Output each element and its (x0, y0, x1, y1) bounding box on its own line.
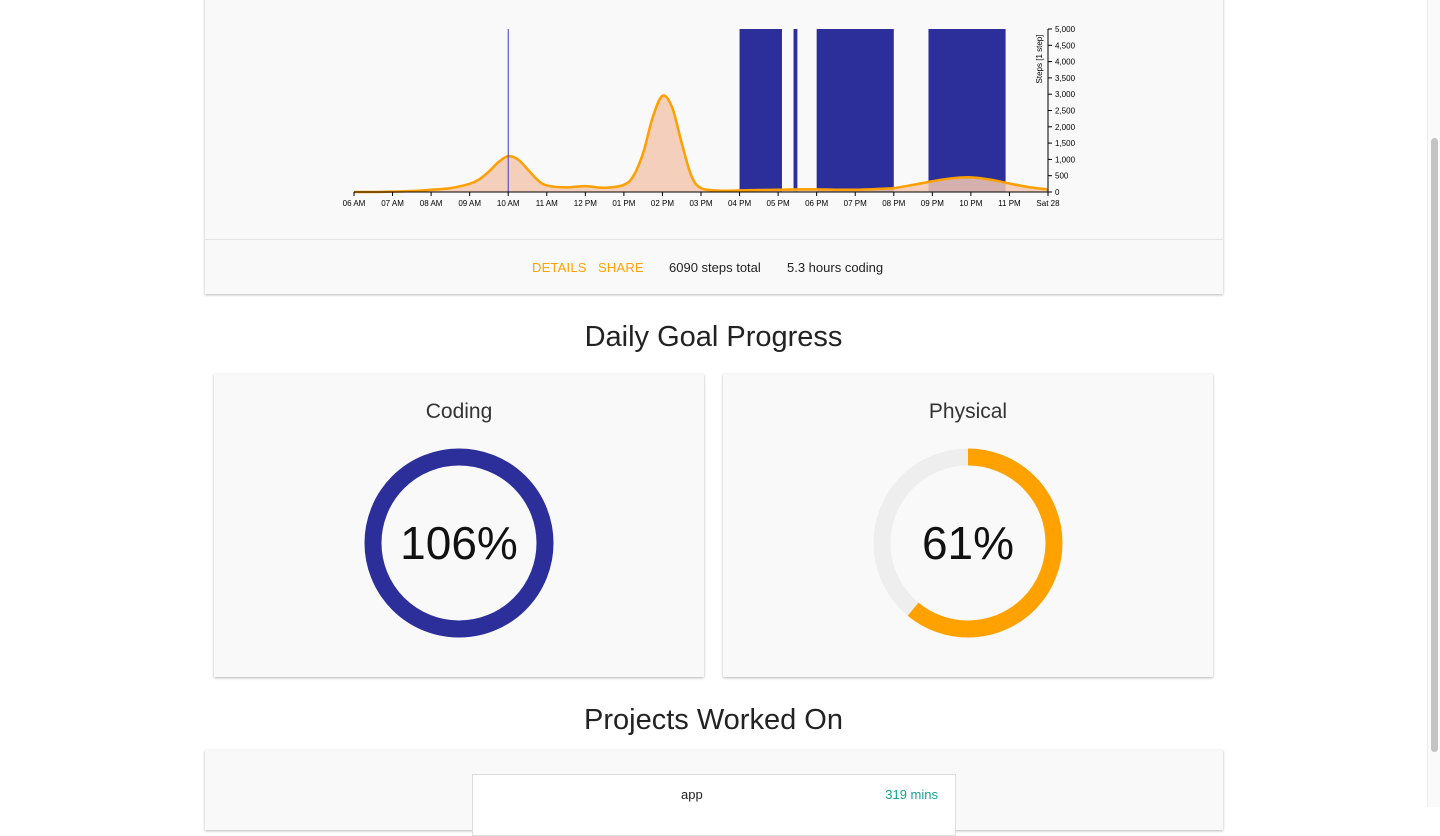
details-link[interactable]: DETAILS (532, 260, 587, 275)
coding-bar-0 (739, 29, 782, 192)
coding-bar-3 (928, 29, 1006, 192)
physical-goal-card: Physical 61% (723, 374, 1213, 677)
y-tick-label-7: 3,500 (1055, 74, 1076, 83)
y-tick-label-5: 2,500 (1055, 107, 1076, 116)
steps-total-text: 6090 steps total (669, 260, 761, 275)
x-tick-label-5: 11 AM (536, 199, 558, 208)
activity-chart: 06 AM 07 AM 08 AM 09 AM 10 AM 11 AM 12 PM 01 PM… (343, 25, 1076, 208)
coding-goal-card: Coding 106% (214, 374, 704, 677)
projects-card: app 319 mins (205, 750, 1223, 836)
hours-coding-text: 5.3 hours coding (787, 260, 884, 275)
x-tick-label-0: 06 AM (343, 199, 366, 208)
y-tick-label-1: 500 (1055, 172, 1069, 181)
project-name: app (681, 787, 703, 802)
x-tick-label-15: 09 PM (921, 199, 944, 208)
x-tick-label-9: 03 PM (689, 199, 712, 208)
daily-goal-title: Daily Goal Progress (584, 321, 843, 353)
x-tick-label-18: Sat 28 (1036, 199, 1060, 208)
coding-bar-1 (793, 29, 798, 192)
physical-progress-ring (873, 448, 1063, 638)
project-minutes: 319 mins (885, 787, 938, 802)
x-tick-label-12: 06 PM (805, 199, 828, 208)
x-tick-label-4: 10 AM (497, 199, 520, 208)
x-tick-label-10: 04 PM (728, 199, 751, 208)
x-tick-label-14: 08 PM (882, 199, 905, 208)
coding-progress-ring (364, 448, 554, 638)
steps-area (354, 95, 1048, 192)
x-tick-label-11: 05 PM (767, 199, 790, 208)
x-tick-label-1: 07 AM (381, 199, 404, 208)
scrollbar[interactable] (1427, 0, 1440, 807)
x-tick-label-2: 08 AM (420, 199, 443, 208)
physical-percent: 61% (921, 517, 1015, 569)
physical-ring-arc (873, 448, 1063, 638)
coding-goal-label: Coding (425, 400, 493, 423)
coding-percent: 106% (400, 517, 518, 569)
x-tick-label-7: 01 PM (612, 199, 635, 208)
x-tick-label-16: 10 PM (959, 199, 982, 208)
y-tick-label-8: 4,000 (1055, 58, 1076, 67)
activity-chart-card: 06 AM 07 AM 08 AM 09 AM 10 AM 11 AM 12 PM 01 PM… (205, 0, 1223, 294)
y-tick-label-4: 2,000 (1055, 123, 1076, 132)
y-tick-label-10: 5,000 (1055, 25, 1076, 34)
coding-ring-arc (364, 448, 554, 638)
coding-bar-2 (816, 29, 894, 192)
scrollbar-thumb[interactable] (1431, 138, 1438, 752)
x-tick-label-13: 07 PM (844, 199, 867, 208)
physical-goal-label: Physical (928, 400, 1008, 423)
chart-footer: DETAILS SHARE 6090 steps total 5.3 hours… (205, 239, 1223, 294)
projects-title: Projects Worked On (584, 704, 843, 736)
x-tick-label-17: 11 PM (998, 199, 1021, 208)
share-link[interactable]: SHARE (598, 260, 644, 275)
x-tick-label-6: 12 PM (574, 199, 597, 208)
y-tick-label-9: 4,500 (1055, 41, 1076, 50)
steps-line (354, 94, 1049, 194)
y-tick-label-0: 0 (1055, 188, 1060, 197)
y-tick-label-3: 1,500 (1055, 139, 1076, 148)
x-tick-label-8: 02 PM (651, 199, 674, 208)
y-tick-label-6: 3,000 (1055, 90, 1076, 99)
project-row[interactable]: app 319 mins (472, 774, 956, 836)
x-tick-label-3: 09 AM (458, 199, 481, 208)
y-axis-label: Steps [1 step] (1035, 35, 1044, 84)
y-tick-label-2: 1,000 (1055, 155, 1076, 164)
